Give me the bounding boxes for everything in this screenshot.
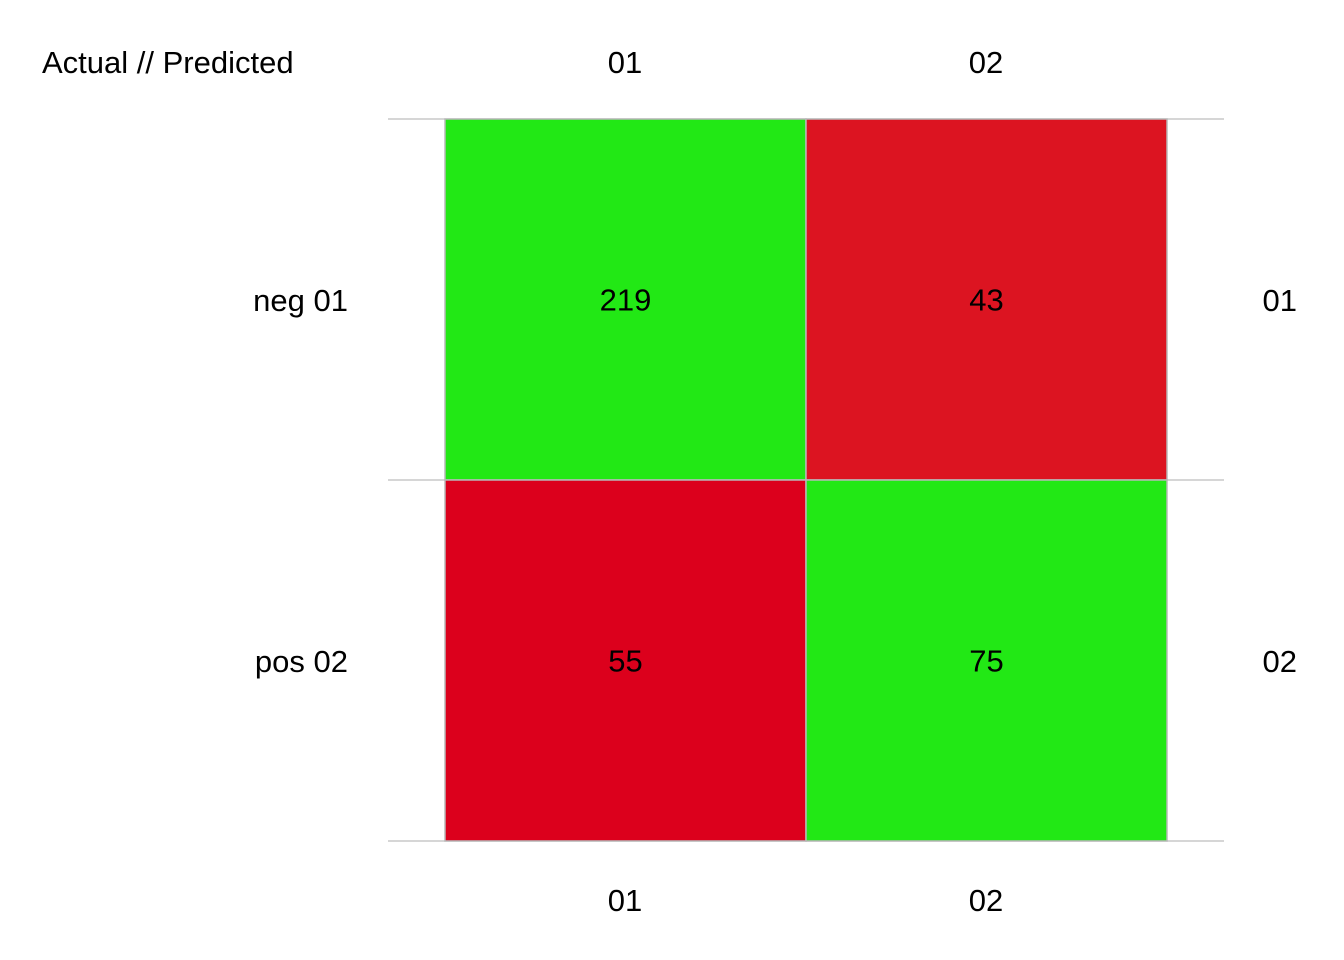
heatmap-cell-r1-c2 bbox=[805, 118, 1168, 481]
top-column-label-2: 02 bbox=[969, 45, 1003, 80]
right-row-label-1: 01 bbox=[1263, 283, 1297, 318]
bottom-column-label-1: 01 bbox=[608, 883, 642, 918]
heatmap-cell-r2-c2 bbox=[805, 479, 1168, 842]
heatmap-cells bbox=[444, 118, 1168, 842]
cell-value-r2-c2: 75 bbox=[969, 644, 1003, 679]
cell-value-r2-c1: 55 bbox=[608, 644, 642, 679]
cell-value-r1-c2: 43 bbox=[969, 283, 1003, 318]
row-label-1: neg 01 bbox=[253, 283, 348, 318]
right-row-label-2: 02 bbox=[1263, 644, 1297, 679]
heatmap-cell-r2-c1 bbox=[444, 479, 807, 842]
cell-value-r1-c1: 219 bbox=[600, 283, 652, 318]
corner-label: Actual // Predicted bbox=[42, 45, 294, 80]
top-column-label-1: 01 bbox=[608, 45, 642, 80]
bottom-column-label-2: 02 bbox=[969, 883, 1003, 918]
heatmap-cell-r1-c1 bbox=[444, 118, 807, 481]
row-label-2: pos 02 bbox=[255, 644, 348, 679]
cell-values: 219 43 55 75 bbox=[600, 283, 1004, 679]
